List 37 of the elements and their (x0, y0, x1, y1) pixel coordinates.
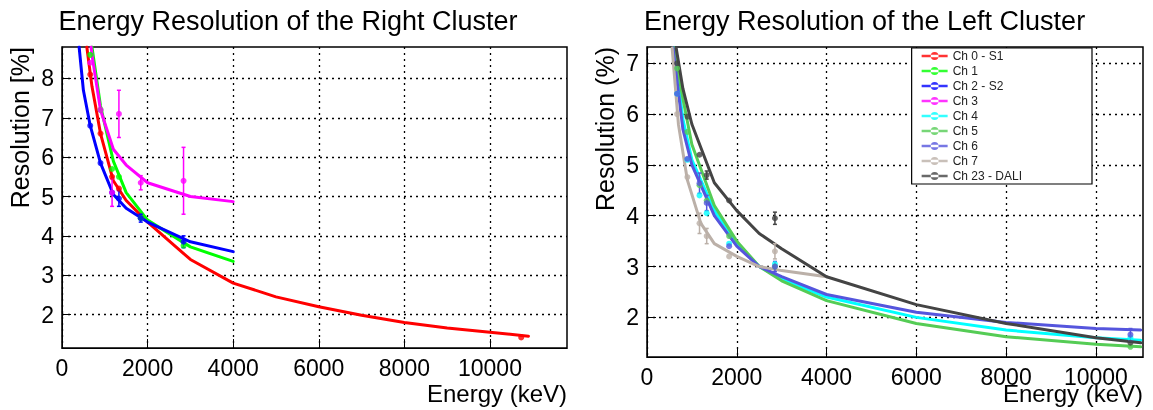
y-tick-label: 6 (626, 101, 639, 128)
legend-label: Ch 0 - S1 (952, 49, 1004, 63)
legend-label: Ch 2 - S2 (952, 79, 1004, 93)
y-tick-label: 5 (41, 183, 54, 210)
x-tick-label: 6000 (890, 363, 942, 390)
y-tick-label: 8 (41, 65, 54, 92)
y-tick-label: 7 (626, 50, 639, 77)
x-tick-label: 0 (55, 354, 69, 381)
x-tick-label: 0 (640, 363, 654, 390)
y-tick-label: 3 (626, 253, 639, 280)
y-tick-label: 3 (41, 262, 54, 289)
y-axis-title: Resolution (%) (590, 47, 619, 211)
chart-title: Energy Resolution of the Right Cluster (58, 5, 518, 36)
x-tick-label: 8000 (378, 354, 430, 381)
x-tick-label: 2000 (122, 354, 174, 381)
legend-label: Ch 23 - DALI (952, 169, 1023, 183)
chart-title: Energy Resolution of the Left Cluster (643, 5, 1086, 36)
y-tick-label: 2 (626, 304, 639, 331)
y-tick-label: 5 (626, 151, 639, 178)
legend-label: Ch 4 (952, 109, 979, 123)
legend-label: Ch 6 (952, 139, 979, 153)
y-tick-label: 6 (41, 144, 54, 171)
x-tick-label: 10000 (457, 354, 522, 381)
y-tick-label: 4 (626, 202, 640, 229)
y-tick-label: 2 (41, 301, 54, 328)
legend-label: Ch 1 (952, 64, 979, 78)
x-tick-label: 4000 (207, 354, 259, 381)
x-tick-label: 4000 (800, 363, 853, 390)
x-tick-label: 2000 (711, 363, 763, 390)
legend-label: Ch 3 (952, 94, 979, 108)
y-tick-label: 7 (41, 104, 54, 131)
y-axis-title: Resolution [%] (5, 47, 34, 209)
x-tick-label: 6000 (293, 354, 345, 381)
y-tick-label: 4 (41, 222, 55, 249)
legend-label: Ch 5 (952, 124, 979, 138)
x-axis-title: Energy (keV) (426, 379, 568, 407)
legend-label: Ch 7 (952, 154, 979, 168)
